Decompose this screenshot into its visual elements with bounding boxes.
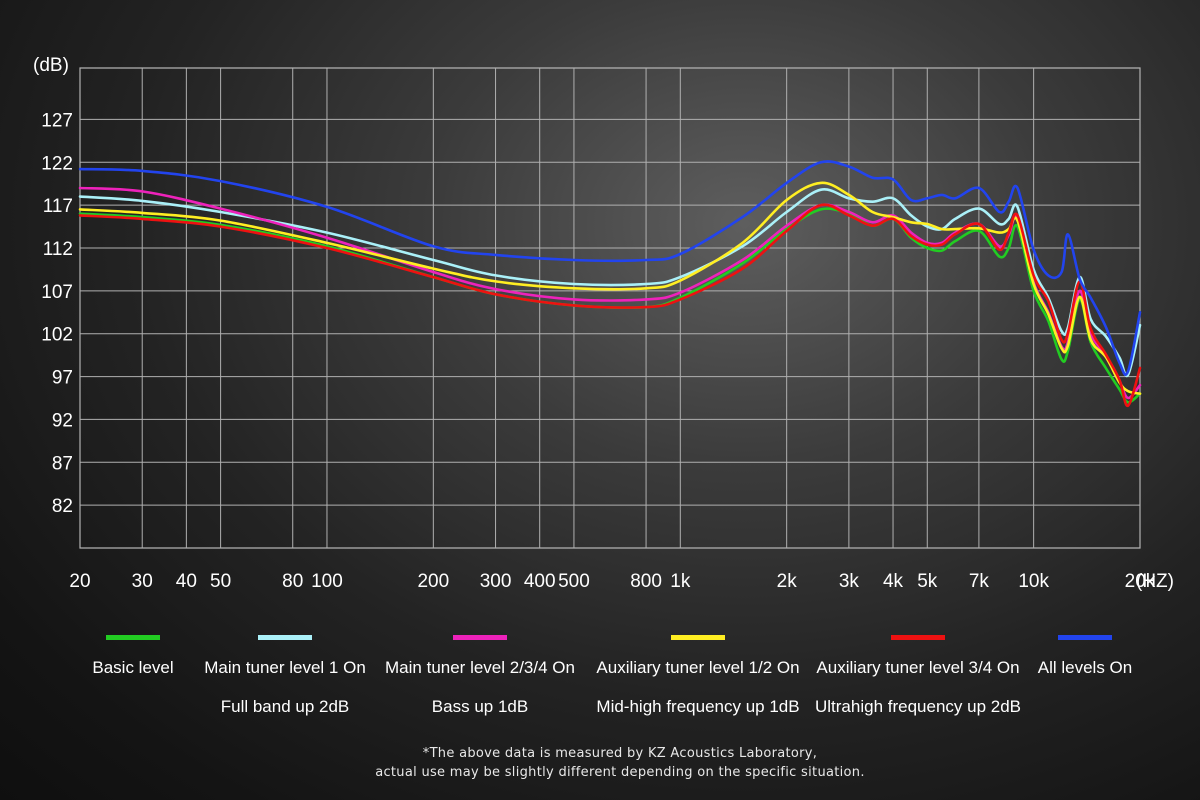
legend-swatch — [671, 635, 725, 640]
x-tick-label: 100 — [311, 571, 343, 592]
y-tick-label: 97 — [52, 368, 73, 389]
x-tick-label: 7k — [969, 571, 990, 592]
curve-all-levels-on — [78, 160, 1142, 376]
curve-basic-level — [78, 207, 1142, 404]
x-tick-label: 500 — [558, 571, 590, 592]
y-tick-label: 127 — [41, 110, 73, 131]
footnote-line-1: *The above data is measured by KZ Acoust… — [422, 746, 818, 761]
x-tick-label: 30 — [132, 571, 153, 592]
y-tick-label: 87 — [52, 453, 73, 474]
x-tick-label: 80 — [282, 571, 303, 592]
x-tick-label: 20k — [1125, 571, 1156, 592]
x-tick-label: 400 — [524, 571, 556, 592]
legend-swatch — [258, 635, 312, 640]
y-tick-label: 107 — [41, 282, 73, 303]
legend-swatch — [1058, 635, 1112, 640]
frequency-response-chart: 127 122 117 112 107 102 97 92 87 82 20 30 40 50 80 100… — [33, 55, 1174, 592]
y-tick-label: 122 — [41, 153, 73, 174]
x-tick-label: 3k — [839, 571, 860, 592]
x-axis-ticks: 20 30 40 50 80 100 200 300 400 500 800 1k 2k 3k 4k 5k 7k… — [69, 571, 1155, 592]
x-tick-label: 2k — [777, 571, 798, 592]
y-axis-ticks: 127 122 117 112 107 102 97 92 87 82 — [41, 110, 73, 517]
legend-label: All levels On — [1037, 658, 1133, 677]
curve-main-tuner-level-1-on — [78, 188, 1142, 378]
x-tick-label: 50 — [210, 571, 231, 592]
response-curves — [78, 160, 1142, 408]
legend-swatch — [453, 635, 507, 640]
x-tick-label: 800 — [630, 571, 662, 592]
x-tick-label: 40 — [176, 571, 197, 592]
x-tick-label: 4k — [883, 571, 904, 592]
legend-label: Basic level — [92, 658, 174, 677]
legend-swatch — [106, 635, 160, 640]
legend-sublabel: Mid-high frequency up 1dB — [596, 697, 800, 716]
legend-label: Auxiliary tuner level 3/4 On — [816, 658, 1020, 677]
x-tick-label: 300 — [480, 571, 512, 592]
legend-swatch — [891, 635, 945, 640]
legend-sublabel: Bass up 1dB — [431, 697, 529, 716]
curve-auxiliary-tuner-level-1-2-on — [78, 181, 1142, 395]
y-tick-label: 92 — [52, 410, 73, 431]
y-tick-label: 102 — [41, 325, 73, 346]
x-tick-label: 10k — [1018, 571, 1049, 592]
y-tick-label: 82 — [52, 496, 73, 517]
x-tick-label: 200 — [417, 571, 449, 592]
x-tick-label: 20 — [69, 571, 90, 592]
curve-main-tuner-level-2-3-4-on — [78, 186, 1142, 400]
footnote-line-2: actual use may be slightly different dep… — [375, 765, 865, 780]
y-tick-label: 112 — [43, 239, 73, 260]
legend-label: Main tuner level 1 On — [204, 658, 366, 677]
x-tick-label: 5k — [917, 571, 938, 592]
x-axis-label: (HZ) — [1136, 571, 1174, 592]
legend-label: Auxiliary tuner level 1/2 On — [596, 658, 800, 677]
y-axis-label: (dB) — [33, 55, 69, 76]
chart-grid — [79, 67, 1141, 549]
curve-auxiliary-tuner-level-3-4-on — [78, 203, 1142, 408]
y-tick-label: 117 — [43, 196, 73, 217]
x-tick-label: 1k — [670, 571, 691, 592]
legend-sublabel: Full band up 2dB — [220, 697, 350, 716]
legend-label: Main tuner level 2/3/4 On — [385, 658, 575, 677]
legend-sublabel: Ultrahigh frequency up 2dB — [814, 697, 1022, 716]
